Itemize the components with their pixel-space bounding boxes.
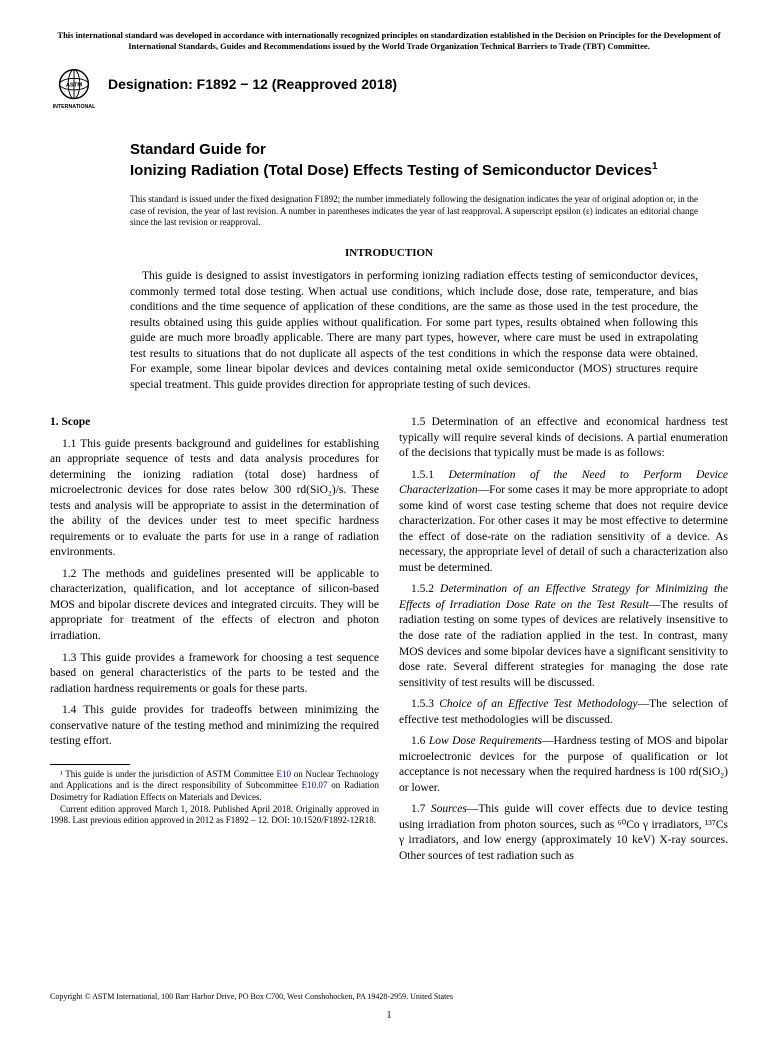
para-1-4: 1.4 This guide provides for tradeoffs be… [50,703,379,750]
introduction-text: This guide is designed to assist investi… [130,269,698,393]
title-footnote-marker: 1 [652,161,658,172]
para-1-5-3: 1.5.3 Choice of an Effective Test Method… [399,697,728,728]
footnote-1: ¹ This guide is under the jurisdiction o… [50,769,379,804]
copyright-line: Copyright © ASTM International, 100 Barr… [50,992,453,1001]
footnote-1a: ¹ This guide is under the jurisdiction o… [60,769,277,779]
left-column: 1. Scope 1.1 This guide presents backgro… [50,415,379,870]
para-1-5-1-body: —For some cases it may be more appropria… [399,484,728,574]
para-1-1: 1.1 This guide presents background and g… [50,437,379,561]
para-1-5-2-body: —The results of radiation testing on som… [399,599,728,689]
astm-logo: INTERNATIONAL ASTM [50,64,98,112]
para-1-7: 1.7 Sources—This guide will cover effect… [399,802,728,864]
para-1-6: 1.6 Low Dose Requirements—Hardness testi… [399,734,728,796]
footnote-2: Current edition approved March 1, 2018. … [50,804,379,827]
para-1-2: 1.2 The methods and guidelines presented… [50,567,379,645]
footnote-divider [50,764,130,765]
page-number: 1 [50,1010,728,1021]
designation-text: Designation: F1892 − 12 (Reapproved 2018… [108,76,397,92]
svg-text:ASTM: ASTM [66,83,83,89]
para-1-3: 1.3 This guide provides a framework for … [50,651,379,698]
para-1-6-title: Low Dose Requirements [429,735,542,747]
title-kicker: Standard Guide for [130,140,728,160]
right-column: 1.5 Determination of an effective and ec… [399,415,728,870]
para-1-5-3-title: Choice of an Effective Test Methodology [439,698,637,710]
issued-under-note: This standard is issued under the fixed … [130,194,698,229]
footnote-link-e1007[interactable]: E10.07 [302,780,328,790]
para-1-5-2: 1.5.2 Determination of an Effective Stra… [399,582,728,691]
svg-text:INTERNATIONAL: INTERNATIONAL [53,104,96,110]
two-column-body: 1. Scope 1.1 This guide presents backgro… [50,415,728,870]
para-1-5: 1.5 Determination of an effective and ec… [399,415,728,462]
para-1-7-title: Sources [431,803,467,815]
logo-designation-row: INTERNATIONAL ASTM Designation: F1892 − … [50,64,728,112]
footnote-link-e10[interactable]: E10 [277,769,292,779]
title-block: Standard Guide for Ionizing Radiation (T… [130,140,728,180]
title-main-text: Ionizing Radiation (Total Dose) Effects … [130,162,652,179]
tbt-header-note: This international standard was develope… [50,30,728,52]
para-1-5-1: 1.5.1 Determination of the Need to Perfo… [399,468,728,577]
title-main: Ionizing Radiation (Total Dose) Effects … [130,160,728,181]
introduction-heading: INTRODUCTION [50,247,728,259]
scope-heading: 1. Scope [50,415,379,431]
